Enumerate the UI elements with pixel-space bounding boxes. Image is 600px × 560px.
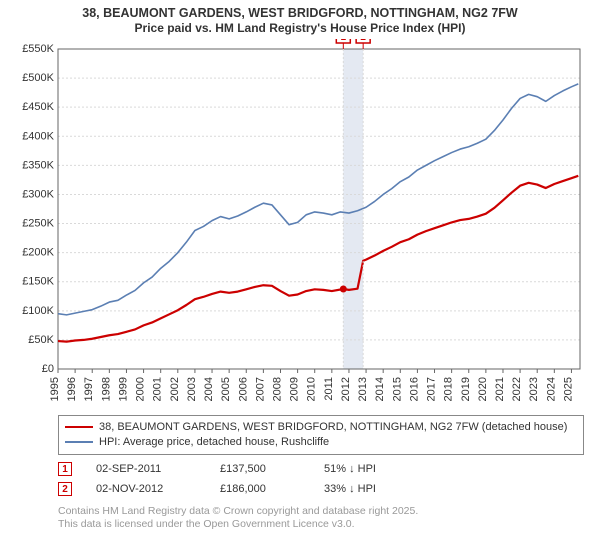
svg-text:1999: 1999 [117, 377, 129, 401]
svg-text:2024: 2024 [545, 377, 557, 401]
footer-line2: This data is licensed under the Open Gov… [58, 518, 584, 532]
svg-text:£450K: £450K [22, 101, 54, 113]
sale-row: 2 02-NOV-2012 £186,000 33% ↓ HPI [58, 479, 584, 499]
svg-text:2016: 2016 [408, 377, 420, 401]
svg-text:2007: 2007 [254, 377, 266, 401]
svg-text:£150K: £150K [22, 276, 54, 288]
legend-label-hpi: HPI: Average price, detached house, Rush… [99, 435, 329, 450]
sale-date: 02-NOV-2012 [96, 483, 196, 495]
title-line2: Price paid vs. HM Land Registry's House … [8, 21, 592, 35]
svg-text:2015: 2015 [391, 377, 403, 401]
svg-text:2023: 2023 [528, 377, 540, 401]
svg-text:2008: 2008 [271, 377, 283, 401]
svg-text:2005: 2005 [220, 377, 232, 401]
svg-text:£100K: £100K [22, 305, 54, 317]
svg-text:2004: 2004 [203, 377, 215, 401]
sale-price: £137,500 [220, 463, 300, 475]
svg-text:2: 2 [360, 39, 366, 43]
svg-text:1997: 1997 [83, 377, 95, 401]
footer-line1: Contains HM Land Registry data © Crown c… [58, 505, 584, 519]
svg-text:2025: 2025 [562, 377, 574, 401]
svg-text:2017: 2017 [426, 377, 438, 401]
svg-text:£550K: £550K [22, 43, 54, 55]
svg-text:1995: 1995 [49, 377, 61, 401]
svg-text:1: 1 [341, 39, 347, 43]
svg-text:£250K: £250K [22, 218, 54, 230]
svg-text:£50K: £50K [28, 334, 54, 346]
sale-marker-1: 1 [58, 462, 72, 476]
svg-text:2009: 2009 [289, 377, 301, 401]
legend: 38, BEAUMONT GARDENS, WEST BRIDGFORD, NO… [58, 415, 584, 455]
sale-delta: 51% ↓ HPI [324, 463, 424, 475]
svg-text:2014: 2014 [374, 377, 386, 401]
svg-text:2001: 2001 [152, 377, 164, 401]
legend-row-property: 38, BEAUMONT GARDENS, WEST BRIDGFORD, NO… [65, 420, 577, 435]
sale-date: 02-SEP-2011 [96, 463, 196, 475]
svg-text:£300K: £300K [22, 188, 54, 200]
svg-text:2020: 2020 [477, 377, 489, 401]
svg-text:2018: 2018 [443, 377, 455, 401]
legend-label-property: 38, BEAUMONT GARDENS, WEST BRIDGFORD, NO… [99, 420, 567, 435]
title-line1: 38, BEAUMONT GARDENS, WEST BRIDGFORD, NO… [8, 6, 592, 20]
legend-swatch-property [65, 426, 93, 428]
line-chart: £0 £50K £100K £150K £200K £250K £300K £350K £400… [8, 39, 592, 409]
svg-text:1996: 1996 [66, 377, 78, 401]
svg-text:2019: 2019 [460, 377, 472, 401]
svg-text:2012: 2012 [340, 377, 352, 401]
svg-text:2002: 2002 [169, 377, 181, 401]
sale-row: 1 02-SEP-2011 £137,500 51% ↓ HPI [58, 459, 584, 479]
sales-table: 1 02-SEP-2011 £137,500 51% ↓ HPI 2 02-NO… [58, 459, 584, 499]
svg-text:2022: 2022 [511, 377, 523, 401]
svg-text:2006: 2006 [237, 377, 249, 401]
svg-text:2010: 2010 [306, 377, 318, 401]
svg-text:£200K: £200K [22, 247, 54, 259]
svg-text:2011: 2011 [323, 377, 335, 401]
svg-text:£400K: £400K [22, 130, 54, 142]
svg-text:£500K: £500K [22, 72, 54, 84]
attribution-footer: Contains HM Land Registry data © Crown c… [58, 505, 584, 532]
sale-price: £186,000 [220, 483, 300, 495]
legend-row-hpi: HPI: Average price, detached house, Rush… [65, 435, 577, 450]
svg-text:2003: 2003 [186, 377, 198, 401]
sale-marker-2: 2 [58, 482, 72, 496]
svg-text:2013: 2013 [357, 377, 369, 401]
legend-swatch-hpi [65, 441, 93, 443]
svg-text:2021: 2021 [494, 377, 506, 401]
chart-titles: 38, BEAUMONT GARDENS, WEST BRIDGFORD, NO… [8, 6, 592, 35]
chart-area: £0 £50K £100K £150K £200K £250K £300K £350K £400… [8, 39, 592, 409]
svg-text:1998: 1998 [100, 377, 112, 401]
svg-text:£0: £0 [42, 363, 54, 375]
sale-delta: 33% ↓ HPI [324, 483, 424, 495]
svg-text:2000: 2000 [135, 377, 147, 401]
svg-text:£350K: £350K [22, 159, 54, 171]
